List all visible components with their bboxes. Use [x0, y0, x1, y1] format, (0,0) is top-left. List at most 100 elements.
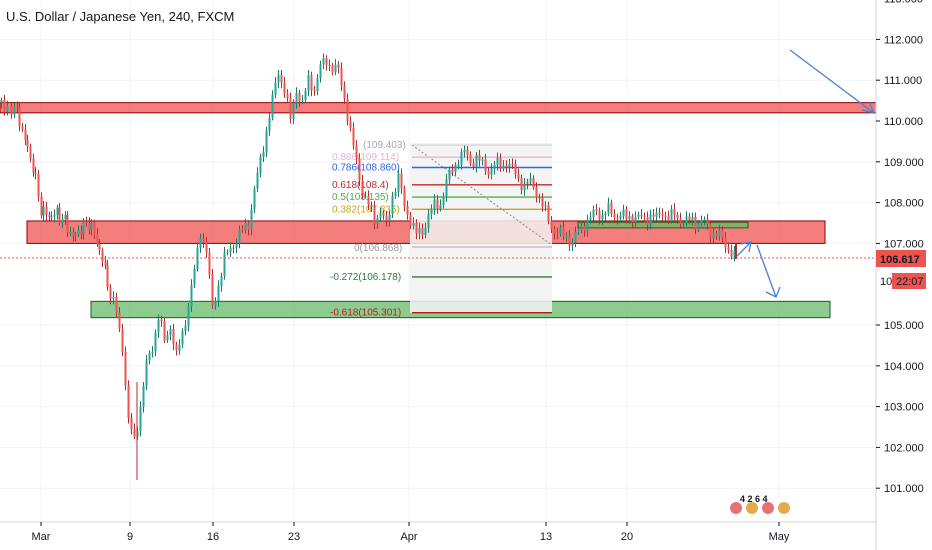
fib-retracement[interactable]: (109.403) 0(106.868) 0.886(109.114)0.786…	[330, 140, 553, 319]
candle-body	[50, 216, 53, 218]
candle-body	[241, 229, 244, 231]
time-axis[interactable]: Mar 9 16 23 Apr 13 20 May	[0, 521, 876, 543]
candle-body	[286, 93, 289, 99]
candle-body	[226, 251, 229, 253]
event-flag-icon[interactable]	[762, 502, 774, 514]
candle-body	[133, 429, 136, 437]
candle-body	[72, 232, 75, 236]
candle-body	[379, 212, 382, 218]
candle-body	[229, 247, 232, 252]
candle-body	[98, 244, 101, 251]
candle-body	[526, 181, 529, 184]
resistance-zone[interactable]	[0, 102, 877, 114]
candle-body	[121, 328, 124, 352]
candle-body	[181, 331, 184, 345]
candle-body	[403, 188, 406, 207]
current-price-text: 106.617	[880, 254, 920, 266]
candle-body	[331, 65, 334, 73]
candle-body	[562, 227, 565, 237]
candle-body	[622, 209, 625, 216]
candle-body	[580, 226, 583, 230]
candle-body	[190, 284, 193, 307]
candle-body	[26, 140, 29, 147]
candle-body	[160, 319, 163, 322]
fib-level-label: 0.786(108.860)	[332, 163, 400, 174]
event-flag-icon[interactable]	[746, 502, 758, 514]
price-tick-label: 111.000	[884, 75, 922, 87]
candle-body	[559, 227, 562, 234]
event-flag-icon[interactable]	[778, 502, 790, 514]
candle-body	[322, 58, 325, 65]
candle-body	[733, 251, 736, 257]
candle-body	[21, 126, 24, 130]
candle-body	[77, 230, 80, 235]
candle-body	[187, 306, 190, 326]
arrow-down-a	[736, 241, 752, 257]
candle-body	[370, 204, 373, 207]
candle-body	[367, 195, 370, 205]
candle-body	[502, 165, 505, 169]
candle-body	[232, 247, 235, 249]
candle-body	[598, 210, 601, 220]
candle-body	[340, 68, 343, 86]
candle-body	[571, 242, 574, 246]
candle-body	[520, 178, 523, 191]
candle-body	[154, 332, 157, 352]
candle-body	[292, 103, 295, 120]
calendar-events[interactable]: 4 2 6 4	[730, 494, 790, 514]
candle-body	[214, 301, 217, 306]
candle-body	[319, 64, 322, 79]
candle-body	[619, 215, 622, 219]
candle-body	[115, 296, 118, 313]
candle-body	[421, 228, 424, 235]
candle-body	[80, 230, 83, 235]
time-tick-label: 13	[540, 531, 552, 543]
candle-body	[358, 158, 361, 181]
candle-body	[349, 121, 352, 128]
arrow-top-right-head	[861, 101, 876, 114]
candle-body	[583, 226, 586, 232]
candle-body	[661, 213, 664, 217]
time-tick-label: 9	[127, 531, 133, 543]
fib-shade	[410, 143, 552, 313]
candle-body	[262, 151, 265, 157]
candle-body	[424, 228, 427, 235]
candle-body	[217, 286, 220, 302]
candle-body	[29, 146, 32, 159]
candle-body	[289, 98, 292, 120]
partial-price-label: 10	[880, 276, 892, 288]
candle-body	[361, 180, 364, 196]
candle-body	[727, 247, 730, 250]
candle-body	[646, 217, 649, 225]
fib-high-label: (109.403)	[363, 140, 406, 151]
candle-body	[48, 214, 51, 218]
candle-body	[688, 216, 691, 221]
candle-body	[391, 195, 394, 215]
candle-body	[142, 385, 145, 407]
candle-body	[415, 222, 418, 234]
current-price-bg	[876, 250, 926, 267]
candle-body	[220, 275, 223, 287]
candle-body	[655, 212, 658, 217]
candle-body	[718, 230, 721, 237]
candle-body	[193, 269, 196, 285]
candle-body	[53, 214, 56, 217]
candle-body	[61, 219, 64, 223]
candle-body	[730, 249, 733, 257]
event-flag-icon[interactable]	[730, 502, 742, 514]
candle-body	[568, 235, 571, 246]
candle-body	[313, 90, 316, 92]
candle-body	[547, 205, 550, 221]
candle-body	[148, 353, 151, 361]
candle-body	[553, 228, 556, 234]
candle-body	[574, 232, 577, 243]
price-tick-label: 110.000	[884, 116, 923, 128]
candle-body	[628, 216, 631, 220]
candle-body	[101, 250, 104, 262]
time-tick-label: 23	[288, 531, 300, 543]
price-tick-label: 101.000	[884, 483, 924, 495]
price-axis[interactable]: 113.000 112.000 111.000 110.000 109.000 108.0…	[875, 0, 924, 550]
candle-body	[511, 163, 514, 165]
candle-body	[445, 179, 448, 197]
